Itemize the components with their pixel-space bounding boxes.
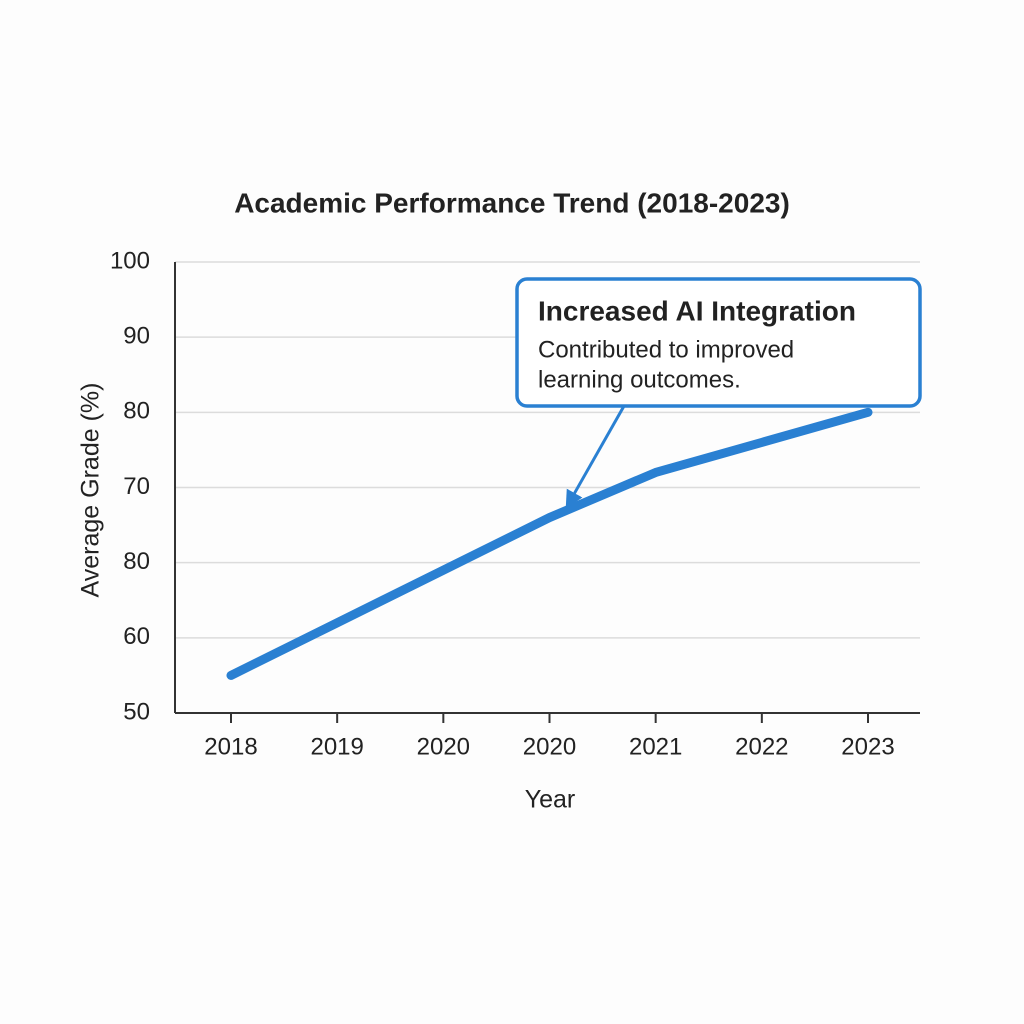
x-axis-label: Year <box>525 786 576 814</box>
y-tick-label: 100 <box>110 247 150 274</box>
y-axis-label: Average Grade (%) <box>77 383 105 598</box>
annotation-box <box>515 277 922 408</box>
x-tick-label: 2020 <box>523 733 576 760</box>
x-tick-label: 2020 <box>417 733 470 760</box>
annotation-text: learning outcomes. <box>538 366 741 393</box>
annotation-text: Contributed to improved <box>538 336 794 363</box>
line <box>226 407 873 680</box>
y-tick-label: 60 <box>123 623 150 650</box>
y-tick-label: 80 <box>123 398 150 425</box>
annotation-arrow <box>565 405 626 509</box>
y-tick-label: 50 <box>123 698 150 725</box>
x-tick-label: 2019 <box>310 733 363 760</box>
x-tick-label: 2023 <box>841 733 894 760</box>
y-tick-label: 70 <box>123 473 150 500</box>
x-tick-label: 2018 <box>204 733 257 760</box>
y-tick-label: 80 <box>123 548 150 575</box>
y-tick-label: 90 <box>123 323 150 350</box>
x-tick-label: 2021 <box>629 733 682 760</box>
chart-title: Academic Performance Trend (2018-2023) <box>234 187 790 218</box>
x-tick-label: 2022 <box>735 733 788 760</box>
annotation-title: Increased AI Integration <box>538 295 856 326</box>
